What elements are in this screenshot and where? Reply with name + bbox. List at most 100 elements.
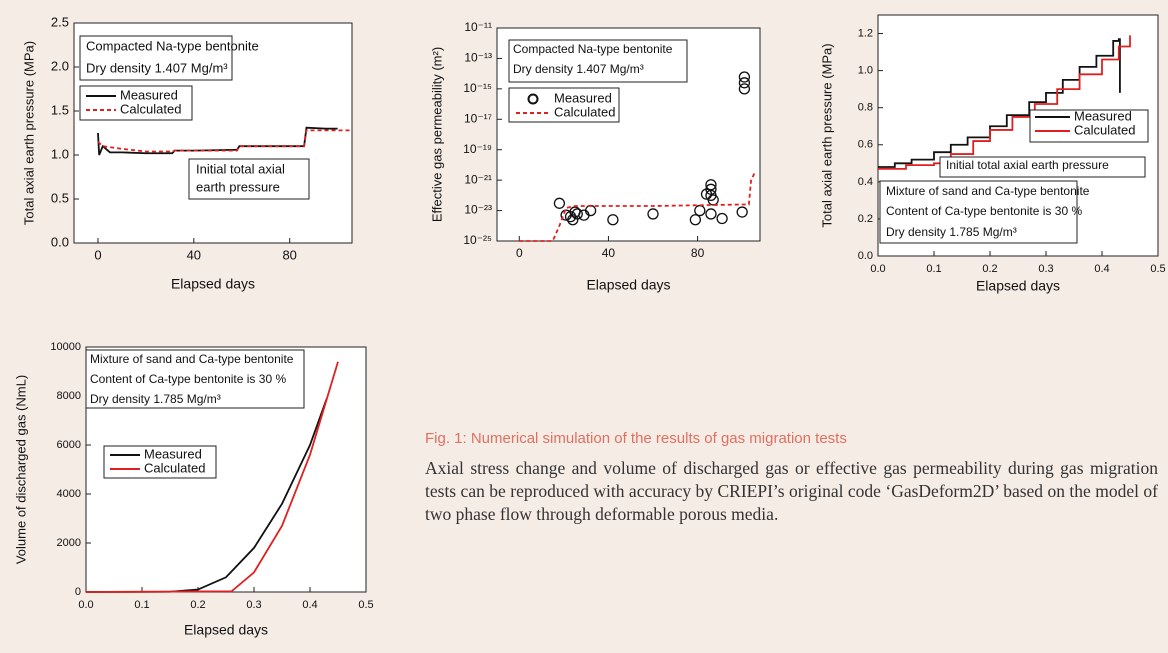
y-tick-label: 8000 [57,390,81,402]
data-point [738,77,751,89]
y-tick-label: 1.0 [51,146,69,161]
annotation: Compacted Na-type bentonite [86,38,259,53]
x-tick-label: 0.4 [302,599,317,611]
legend-box [508,87,620,123]
y-tick-label: 10⁻¹⁷ [464,111,492,125]
y-axis-label: Effective gas permeability (m²) [429,47,444,222]
x-tick-label: 0.2 [982,263,997,275]
data-point [705,183,717,195]
annotation-box [939,156,1146,178]
x-tick-label: 80 [282,247,296,262]
x-tick-label: 0 [516,246,523,260]
y-tick-label: 0.8 [858,102,873,114]
data-point [738,83,751,95]
data-point [571,208,583,220]
annotation: Dry density 1.785 Mg/m³ [90,392,221,406]
data-point [738,71,751,83]
legend-label: Calculated [120,101,181,116]
y-tick-label: 0.0 [51,234,69,249]
legend-box [103,445,217,479]
x-tick-label: 80 [691,246,705,260]
data-point [553,197,566,209]
annotation-box [879,180,1078,244]
y-tick-label: 2.0 [51,58,69,73]
legend-label: Measured [120,87,178,102]
data-line [85,361,339,593]
annotation: Mixture of sand and Ca-type bentonite [90,352,294,366]
x-axis-label: Elapsed days [976,278,1060,294]
legend-marker [527,93,539,105]
annotation-box [188,158,310,200]
x-tick-label: 0.1 [134,599,149,611]
annotation: Content of Ca-type bentonite is 30 % [90,372,286,386]
annotation-box [85,349,305,409]
annotation: Initial total axial earth pressure [946,158,1109,172]
y-tick-label: 2.5 [51,14,69,29]
legend-label: Calculated [144,460,205,475]
data-point [689,214,702,226]
annotation: Dry density 1.785 Mg/m³ [886,225,1017,239]
annotation: Dry density 1.407 Mg/m³ [86,60,228,75]
y-tick-label: 0.2 [858,213,873,225]
y-tick-label: 10⁻²¹ [464,172,492,186]
x-tick-label: 40 [187,247,201,262]
x-tick-label: 0.0 [870,263,885,275]
x-tick-label: 0.1 [926,263,941,275]
caption-text: Axial stress change and volume of discha… [425,458,1158,524]
data-point [707,194,719,206]
x-axis-label: Elapsed days [171,276,255,292]
annotation: Mixture of sand and Ca-type bentonite [886,184,1090,198]
x-tick-label: 0.4 [1094,263,1109,275]
data-point [607,214,619,226]
data-point [736,206,748,218]
x-axis-label: Elapsed days [184,622,268,638]
annotation: Dry density 1.407 Mg/m³ [513,62,644,76]
y-tick-label: 10⁻¹¹ [464,20,492,34]
annotation: Content of Ca-type bentonite is 30 % [886,204,1082,218]
legend-label: Measured [1074,108,1132,123]
legend-label: Calculated [1074,122,1135,137]
caption: Fig. 1: Numerical simulation of the resu… [425,430,1158,526]
x-tick-label: 0 [94,247,101,262]
y-tick-label: 10000 [50,341,81,353]
x-tick-label: 40 [602,246,616,260]
legend-label: Measured [554,90,612,105]
x-tick-label: 0.2 [190,599,205,611]
legend-box [79,85,193,121]
y-tick-label: 1.5 [51,102,69,117]
legend-label: Calculated [554,104,615,119]
data-point [647,208,659,220]
data-point [705,208,717,220]
y-tick-label: 10⁻¹⁵ [463,81,492,95]
annotation-box [508,39,688,83]
data-point [716,212,728,225]
y-tick-label: 0.6 [858,139,873,151]
x-tick-label: 0.3 [1038,263,1053,275]
y-axis-label: Total axial earth pressure (MPa) [819,43,834,227]
legend-label: Measured [144,446,202,461]
annotation: Compacted Na-type bentonite [513,42,673,56]
caption-title: Fig. 1: Numerical simulation of the resu… [425,430,847,447]
y-tick-label: 6000 [57,439,81,451]
y-tick-label: 10⁻²⁵ [463,233,492,247]
y-tick-label: 2000 [57,537,81,549]
data-line [97,129,350,153]
x-tick-label: 0.0 [78,599,93,611]
x-tick-label: 0.3 [246,599,261,611]
annotation-box [79,35,233,81]
y-tick-label: 0.5 [51,190,69,205]
x-axis-label: Elapsed days [586,277,670,293]
x-tick-label: 0.5 [358,599,373,611]
y-tick-label: 1.0 [858,65,873,77]
annotation: earth pressure [196,179,280,194]
y-tick-label: 10⁻²³ [464,203,492,217]
y-tick-label: 0.4 [858,176,873,188]
y-tick-label: 0 [75,586,81,598]
x-tick-label: 0.5 [1150,263,1165,275]
data-line [878,35,1131,170]
y-tick-label: 4000 [57,488,81,500]
y-tick-label: 10⁻¹⁹ [463,142,492,156]
y-axis-label: Total axial earth pressure (MPa) [21,41,36,225]
